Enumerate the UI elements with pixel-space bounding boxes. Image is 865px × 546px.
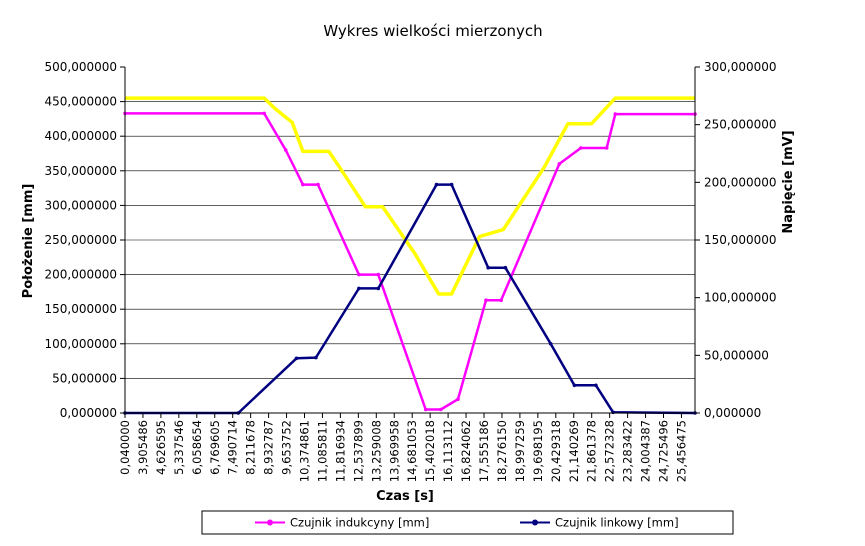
y-axis-ticks: 0,000000 50,000000 100,000000 150,000000 200… (44, 60, 125, 420)
y2-tick-label: 150,000000 (704, 233, 777, 247)
x-tick-label: 12,537899 (351, 420, 365, 482)
series-point-1 (449, 182, 454, 187)
series-point-0 (439, 407, 443, 412)
chart-title: Wykres wielkości mierzonych (323, 22, 542, 40)
series-point-0 (262, 111, 267, 116)
legend-label-series-1: Czujnik linkowy [mm] (555, 516, 679, 530)
series-line-2 (125, 96, 695, 296)
legend-label-series-0: Czujnik indukcyny [mm] (290, 516, 429, 530)
x-tick-label: 23,283422 (621, 420, 635, 482)
series-point-1 (503, 265, 508, 270)
legend-marker-series-0 (267, 519, 273, 526)
series-point-0 (301, 182, 305, 187)
series-point-1 (594, 383, 598, 388)
y2-tick-label: 50,000000 (704, 348, 769, 362)
series-point-0 (613, 112, 618, 116)
x-tick-label: 5,337546 (172, 420, 186, 475)
x-axis-ticks: 0,040000 3,905486 4,626595 5,337546 6,058654… (118, 413, 688, 482)
series-point-0 (423, 407, 428, 412)
y-tick-label: 450,000000 (44, 95, 117, 109)
series-point-1 (376, 286, 381, 291)
series-point-1 (572, 383, 577, 388)
x-tick-label: 13,259008 (369, 420, 383, 482)
x-tick-label: 17,555186 (477, 420, 491, 482)
y-tick-label: 200,000000 (44, 268, 117, 282)
x-tick-label: 8,211678 (244, 420, 258, 475)
series-point-1 (548, 342, 553, 346)
legend-box (201, 510, 734, 535)
y2-tick-label: 300,000000 (704, 60, 777, 74)
series-point-0 (316, 182, 320, 187)
x-tick-label: 7,490714 (226, 420, 240, 475)
series-point-0 (283, 148, 288, 152)
y2-tick-label: 0,000000 (704, 406, 761, 420)
y2-tick-label: 200,000000 (704, 175, 777, 189)
x-tick-label: 11,816934 (333, 420, 347, 482)
series-point-1 (611, 410, 615, 415)
x-tick-label: 6,058654 (190, 420, 204, 475)
series-point-0 (499, 298, 503, 303)
series-point-0 (604, 146, 609, 150)
y-tick-label: 50,000000 (52, 371, 117, 385)
series-point-0 (484, 298, 488, 303)
x-tick-label: 20,429318 (549, 420, 563, 482)
x-tick-label: 22,572328 (603, 420, 617, 482)
x-tick-label: 19,698195 (531, 420, 545, 482)
series-point-0 (357, 272, 361, 277)
series-point-1 (294, 356, 299, 361)
x-tick-label: 15,402018 (423, 420, 437, 482)
x-tick-label: 14,681053 (405, 420, 419, 482)
grid-lines (125, 101, 695, 379)
legend-marker-series-1 (532, 519, 538, 526)
series-point-1 (486, 265, 491, 270)
x-tick-label: 16,824062 (459, 420, 473, 482)
x-tick-label: 24,004387 (639, 420, 653, 482)
series-point-1 (314, 355, 318, 360)
x-tick-label: 10,374861 (298, 420, 312, 482)
x-tick-label: 16,113112 (441, 420, 455, 482)
y-tick-label: 500,000000 (44, 60, 117, 74)
series-point-1 (357, 286, 361, 291)
x-tick-label: 6,769605 (208, 420, 222, 475)
x-tick-label: 21,861378 (585, 420, 599, 482)
y-tick-label: 100,000000 (44, 337, 117, 351)
x-tick-label: 18,997259 (513, 420, 527, 482)
x-tick-label: 24,725496 (657, 420, 671, 482)
y-tick-label: 150,000000 (44, 302, 117, 316)
x-axis-label: Czas [s] (376, 489, 434, 504)
x-tick-label: 9,653752 (280, 420, 294, 475)
x-tick-label: 11,085811 (315, 420, 329, 482)
x-tick-label: 21,140269 (567, 420, 581, 482)
x-tick-label: 0,040000 (118, 420, 132, 475)
y-tick-label: 300,000000 (44, 198, 117, 212)
series-point-0 (376, 272, 381, 277)
y-tick-label: 350,000000 (44, 164, 117, 178)
x-tick-label: 18,276150 (495, 420, 509, 482)
x-tick-label: 4,626595 (154, 420, 168, 475)
x-tick-label: 3,905486 (136, 420, 150, 475)
x-tick-label: 25,456475 (674, 420, 688, 482)
y-tick-label: 250,000000 (44, 233, 117, 247)
x-tick-label: 8,932787 (262, 420, 276, 475)
series-point-0 (579, 146, 583, 150)
y2-tick-label: 100,000000 (704, 291, 777, 305)
y2-axis-ticks: 0,000000 50,000000 100,000000 150,000000 200… (695, 60, 777, 420)
series-point-1 (434, 182, 439, 187)
y-tick-label: 400,000000 (44, 129, 117, 143)
series-point-0 (456, 397, 460, 402)
x-tick-label: 13,969958 (387, 420, 401, 482)
legend: Czujnik indukcyny [mm] Czujnik linkowy [… (201, 510, 734, 535)
y2-axis-label: Napięcie [mV] (781, 130, 796, 233)
y2-tick-label: 250,000000 (704, 118, 777, 132)
series-layer (123, 96, 697, 415)
y-axis-label: Położenie [mm] (21, 184, 36, 299)
y-tick-label: 0,000000 (60, 406, 117, 420)
series-point-0 (557, 162, 562, 166)
